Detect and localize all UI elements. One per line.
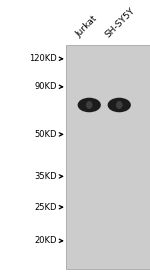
Ellipse shape bbox=[116, 101, 123, 109]
Ellipse shape bbox=[78, 98, 101, 112]
Bar bbox=[66, 45, 150, 269]
Text: 120KD: 120KD bbox=[29, 54, 57, 63]
Text: 25KD: 25KD bbox=[34, 203, 57, 212]
Text: 20KD: 20KD bbox=[34, 236, 57, 245]
Text: 90KD: 90KD bbox=[34, 82, 57, 91]
Ellipse shape bbox=[108, 98, 131, 112]
Text: 50KD: 50KD bbox=[34, 130, 57, 139]
Text: 35KD: 35KD bbox=[34, 172, 57, 181]
Text: SH-SY5Y: SH-SY5Y bbox=[104, 6, 137, 39]
Text: Jurkat: Jurkat bbox=[74, 14, 99, 39]
Ellipse shape bbox=[86, 101, 93, 109]
